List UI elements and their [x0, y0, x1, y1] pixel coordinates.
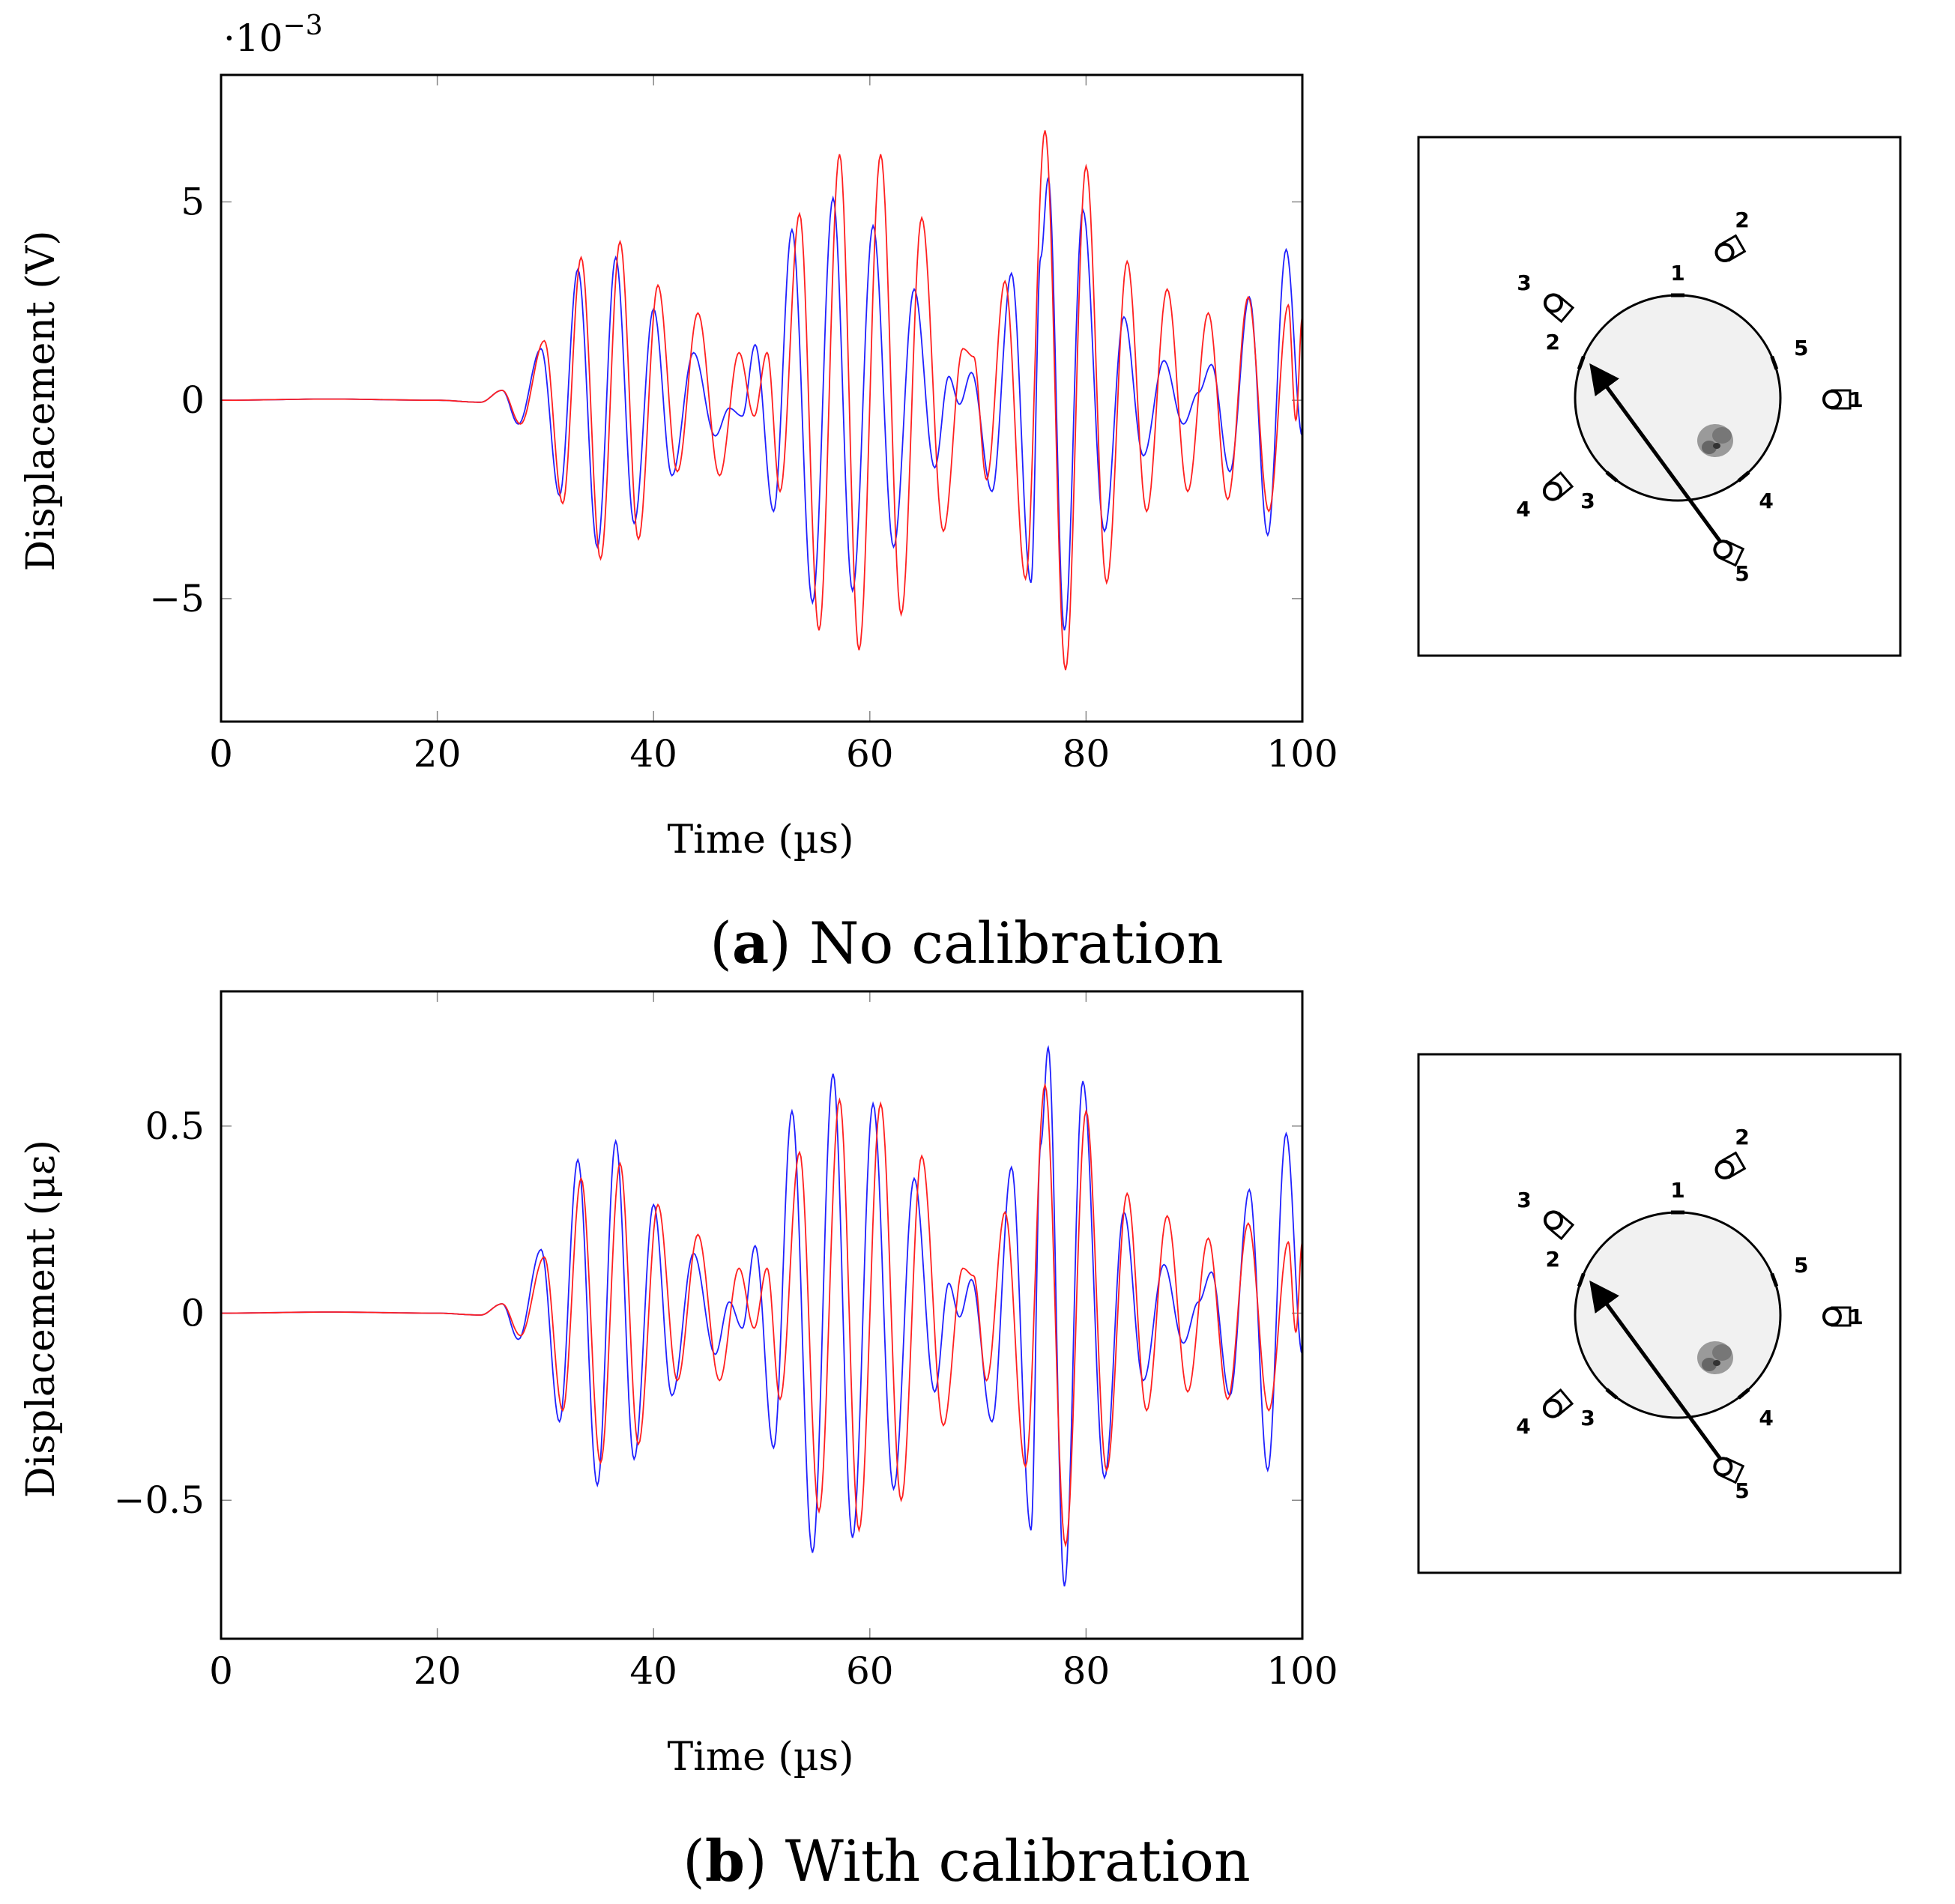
- diagram-a-transducer-2: [1714, 234, 1747, 262]
- plot-a-ytick-label: 0: [181, 378, 205, 422]
- diagram-a-rim-marker-label: 2: [1546, 330, 1560, 354]
- plot-a-caption: (a) No calibration: [710, 910, 1223, 976]
- plot-b-ylabel: Displacement (με): [19, 1140, 64, 1498]
- diagram-b-transducer-label: 3: [1517, 1188, 1531, 1212]
- diagram-b-rim-marker-label: 5: [1794, 1253, 1808, 1278]
- plot-a-exponent-base: ·10: [223, 16, 283, 60]
- diagram-b-rim-marker-label: 3: [1580, 1406, 1595, 1430]
- plot-a-exponent: ·10−3: [223, 10, 323, 60]
- diagram-a-transducer-3: [1543, 293, 1575, 324]
- sensor-diagram-a: 1 2 3 4 5 1 2 3 4 5: [1417, 136, 1902, 657]
- plot-a-caption-letter: a: [732, 910, 769, 976]
- plot-b-xtick-label: 20: [414, 1649, 462, 1693]
- diagram-b-rim-marker: [1737, 1388, 1750, 1400]
- diagram-b-damage-spot: [1697, 1341, 1733, 1374]
- plot-b-xtick-label: 100: [1266, 1649, 1338, 1693]
- plot-b-series: [221, 1045, 1303, 1587]
- plot-b: 0 20 40 60 80 100 0.5 0 −0.5 Time (µs) Displacem…: [19, 990, 1338, 1894]
- plot-b-xlabel: Time (µs): [668, 1735, 854, 1780]
- diagram-b-rim-marker-label: 2: [1546, 1247, 1560, 1272]
- diagram-a-rim-marker-label: 3: [1580, 489, 1595, 513]
- diagram-b-rim-marker-label: 4: [1759, 1406, 1773, 1430]
- plot-a-xtick-label: 80: [1063, 732, 1111, 776]
- diagram-b-wave-path-arrow: [1589, 1280, 1723, 1460]
- diagram-a-rim-marker: [1605, 471, 1619, 483]
- diagram-b-rim-marker: [1577, 1272, 1586, 1287]
- diagram-a-rim-marker: [1770, 355, 1779, 370]
- diagram-b-transducer-3: [1543, 1210, 1575, 1241]
- plot-b-series-red: [221, 1082, 1303, 1548]
- plot-a: 0 20 40 60 80 100 5 0 −5 ·10−3 Time (µs) Displac…: [19, 10, 1338, 976]
- sensor-diagram-b: 1 2 3 4 5 1 2 3 4 5: [1417, 1053, 1902, 1574]
- diagram-a-specimen: [1574, 294, 1782, 502]
- plot-a-xtick-label: 40: [629, 732, 677, 776]
- plot-b-caption-text: With calibration: [767, 1828, 1251, 1894]
- diagram-a-rim-marker-label: 5: [1794, 336, 1808, 360]
- diagram-a-damage-spot: [1697, 424, 1733, 457]
- diagram-a-transducer-label: 3: [1517, 271, 1531, 295]
- diagram-a-transducer-label: 2: [1735, 208, 1749, 232]
- diagram-a-rim-marker-label: 4: [1759, 489, 1773, 513]
- diagram-a-rim-marker-label: 1: [1670, 261, 1684, 285]
- plot-b-frame: [220, 990, 1304, 1640]
- diagram-a-transducer-4: [1542, 471, 1574, 501]
- plot-b-caption-letter: b: [705, 1828, 745, 1894]
- plot-a-caption-text: No calibration: [791, 910, 1224, 976]
- plot-a-ytick-label: 5: [181, 180, 205, 223]
- plot-a-frame: [220, 73, 1304, 723]
- diagram-a-rim-marker: [1737, 471, 1750, 483]
- plot-b-series-blue: [221, 1045, 1303, 1587]
- plot-a-ylabel: Displacement (V): [19, 231, 64, 572]
- plot-a-series-red: [221, 130, 1303, 671]
- plot-b-ytick-label: 0.5: [145, 1104, 205, 1148]
- diagram-b-transducer-4: [1542, 1388, 1574, 1418]
- diagram-a-wave-path-arrow: [1589, 363, 1723, 543]
- plot-a-series: [221, 130, 1303, 671]
- diagram-b-transducer-label: 5: [1735, 1478, 1749, 1503]
- plot-a-series-blue: [221, 176, 1303, 631]
- diagram-b-transducer-5: [1713, 1457, 1745, 1484]
- diagram-b-rim-marker: [1770, 1272, 1779, 1287]
- plot-b-ytick-label: 0: [181, 1292, 205, 1335]
- diagram-a-transducer-label: 4: [1516, 497, 1530, 522]
- plot-a-xtick-label: 20: [414, 732, 462, 776]
- plot-a-xlabel: Time (µs): [668, 817, 854, 862]
- plot-b-xtick-label: 40: [629, 1649, 677, 1693]
- plot-a-ytick-label: −5: [149, 577, 205, 620]
- diagram-a-transducer-label: 1: [1849, 387, 1863, 412]
- plot-b-xtick-label: 80: [1063, 1649, 1111, 1693]
- plot-b-xtick-label: 0: [209, 1649, 233, 1693]
- plot-a-tick-labels: 0 20 40 60 80 100 5 0 −5: [149, 180, 1338, 776]
- diagram-b-transducer-label: 4: [1516, 1414, 1530, 1439]
- diagram-b-transducer-1: [1822, 1306, 1852, 1327]
- diagram-b-transducer-2: [1714, 1151, 1747, 1179]
- diagram-a-transducer-1: [1822, 389, 1852, 410]
- plot-a-xtick-label: 60: [846, 732, 894, 776]
- plot-b-ticks: [220, 991, 1303, 1639]
- diagram-b-rim-marker-label: 1: [1670, 1178, 1684, 1203]
- diagram-a-rim-marker: [1577, 355, 1586, 370]
- diagram-b-transducer-label: 1: [1849, 1305, 1863, 1329]
- diagram-a-transducer-5: [1713, 540, 1745, 567]
- plot-b-tick-labels: 0 20 40 60 80 100 0.5 0 −0.5: [114, 1104, 1338, 1693]
- plot-a-xtick-label: 100: [1266, 732, 1338, 776]
- plot-a-exponent-power: −3: [283, 10, 323, 41]
- diagram-b-specimen: [1574, 1211, 1782, 1419]
- plot-a-xtick-label: 0: [209, 732, 233, 776]
- diagram-b-rim-marker: [1605, 1388, 1619, 1400]
- diagram-a-transducer-label: 5: [1735, 561, 1749, 586]
- diagram-b-transducer-label: 2: [1735, 1125, 1749, 1149]
- plot-b-xtick-label: 60: [846, 1649, 894, 1693]
- plot-b-ytick-label: −0.5: [114, 1478, 205, 1522]
- plot-b-caption: (b) With calibration: [683, 1828, 1251, 1894]
